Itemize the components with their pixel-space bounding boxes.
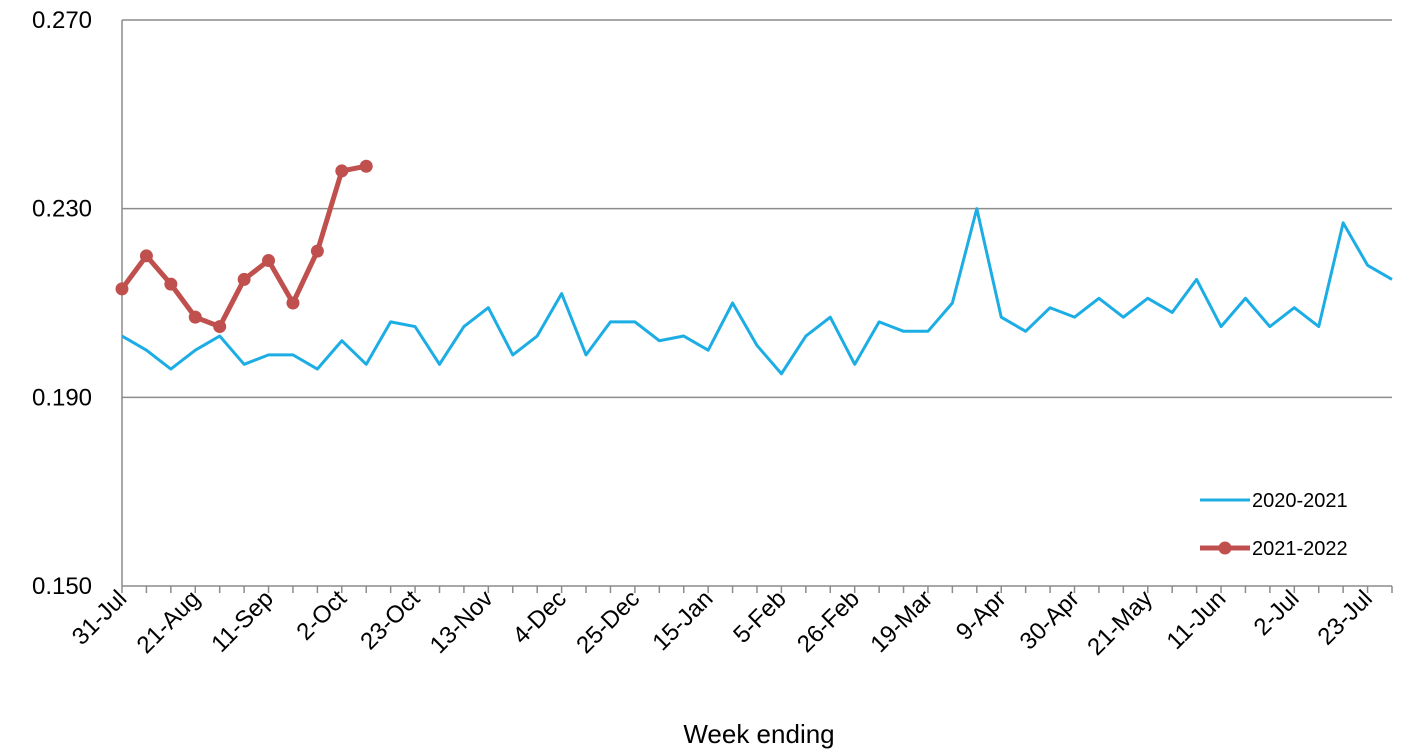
series-line-2020-2021 — [121, 207, 1393, 376]
y-tick-label: 0.150 — [32, 573, 92, 600]
x-tick-label: 9-Apr — [951, 585, 1012, 646]
x-tick-label: 5-Feb — [728, 585, 791, 648]
gridlines — [122, 19, 1392, 399]
x-tick-label: 26-Feb — [792, 585, 865, 658]
data-point-2021-2022 — [310, 244, 324, 258]
x-tick-label: 21-May — [1082, 585, 1158, 661]
series-line-2021-2022 — [119, 163, 367, 330]
y-tick-label: 0.270 — [32, 7, 92, 34]
legend-label-2020-2021: 2020-2021 — [1252, 490, 1348, 512]
x-tick-label: 15-Jan — [647, 585, 718, 656]
x-tick-label: 13-Nov — [425, 585, 499, 659]
x-tick-label: 23-Jul — [1313, 585, 1378, 650]
x-tick-label: 19-Mar — [865, 585, 938, 658]
x-tick-label: 21-Aug — [132, 585, 206, 659]
data-point-2021-2022 — [262, 254, 276, 268]
x-axis-title: Week ending — [683, 719, 834, 749]
data-point-2021-2022 — [237, 272, 251, 286]
y-tick-label: 0.230 — [32, 196, 92, 223]
legend-label-2021-2022: 2021-2022 — [1252, 538, 1348, 560]
x-tick-label: 2-Oct — [291, 585, 352, 646]
x-tick-label: 30-Apr — [1015, 585, 1085, 655]
x-tick-label: 2-Jul — [1249, 585, 1305, 641]
data-point-2021-2022 — [359, 159, 373, 173]
data-point-2021-2022 — [213, 320, 227, 334]
x-tick-label: 4-Dec — [507, 585, 571, 649]
y-tick-label: 0.190 — [32, 384, 92, 411]
data-point-2021-2022 — [164, 277, 178, 291]
data-point-2021-2022 — [286, 296, 300, 310]
data-point-2021-2022 — [188, 310, 202, 324]
data-point-2021-2022 — [115, 282, 129, 296]
data-point-2021-2022 — [139, 249, 153, 263]
x-tick-label: 11-Jun — [1162, 585, 1232, 655]
data-point-2021-2022 — [335, 164, 349, 178]
series-lines — [115, 159, 1393, 376]
legend-marker-2021-2022 — [1218, 541, 1232, 555]
legend: 2020-2021 2021-2022 — [1200, 490, 1348, 560]
x-tick-label: 11-Sep — [206, 585, 279, 658]
x-tick-label: 25-Dec — [571, 585, 645, 659]
x-tick-label: 23-Oct — [355, 585, 425, 655]
